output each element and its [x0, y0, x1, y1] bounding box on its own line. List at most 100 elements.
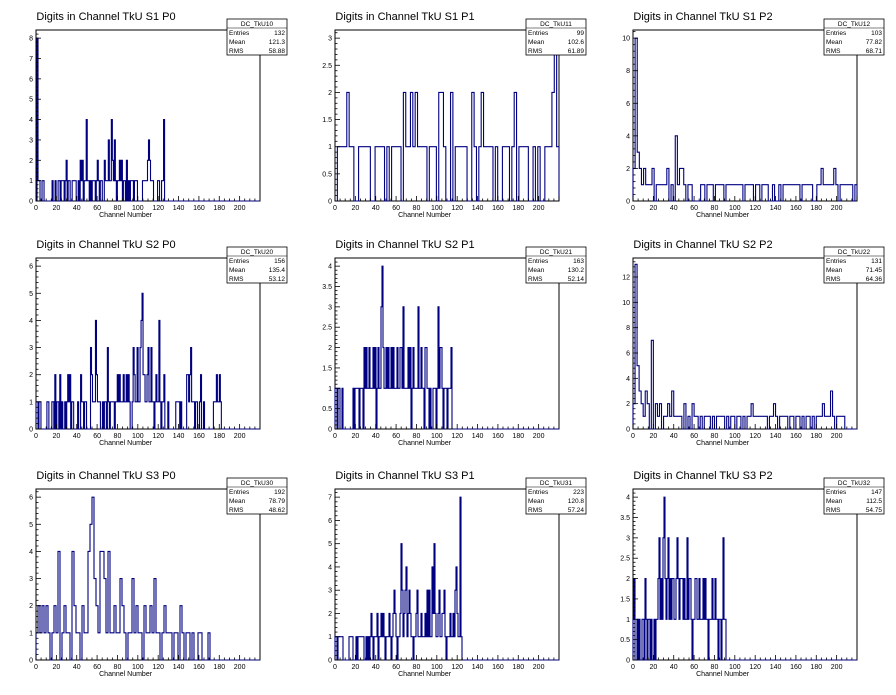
- x-tick-label: 0: [34, 664, 38, 671]
- x-tick-label: 140: [770, 205, 782, 212]
- histogram-panel: Digits in Channel TkU S1 P10 20 40 60 80 100 1…: [322, 11, 587, 219]
- histogram-panel: Digits in Channel TkU S3 P10 20 40 60 80 100 1…: [328, 470, 587, 678]
- x-tick-label: 80: [114, 664, 122, 671]
- stats-entries-label: Entries: [528, 30, 549, 37]
- y-tick-label: 5: [29, 97, 33, 104]
- stats-entries-value: 132: [274, 30, 285, 37]
- x-tick-label: 60: [690, 664, 698, 671]
- x-tick-label: 120: [749, 433, 761, 440]
- stats-rms-label: RMS: [826, 507, 841, 514]
- y-tick-label: 0: [626, 658, 630, 665]
- histogram-panel: Digits in Channel TkU S2 P10 20 40 60 80 100 1…: [322, 239, 587, 447]
- stats-mean-value: 121.3: [269, 39, 286, 46]
- x-tick-label: 160: [790, 433, 802, 440]
- y-tick-label: 0: [328, 199, 332, 206]
- y-tick-label: 3: [29, 137, 33, 144]
- y-tick-label: 0: [328, 427, 332, 434]
- y-tick-label: 2: [29, 603, 33, 610]
- stats-box: [525, 477, 587, 515]
- x-tick-label: 140: [770, 433, 782, 440]
- stats-entries-value: 156: [274, 258, 285, 265]
- stats-rms-value: 57.24: [568, 507, 585, 514]
- x-tick-label: 0: [631, 433, 635, 440]
- y-tick-label: 1: [29, 630, 33, 637]
- stats-rms-value: 48.62: [269, 507, 286, 514]
- x-tick-label: 40: [372, 664, 380, 671]
- x-tick-label: 60: [93, 205, 101, 212]
- stats-rms-value: 61.89: [568, 48, 585, 55]
- histogram-series: [35, 496, 260, 661]
- x-tick-label: 100: [431, 433, 443, 440]
- x-tick-label: 120: [749, 664, 761, 671]
- x-tick-label: 160: [790, 664, 802, 671]
- chart-title: Digits in Channel TkU S3 P2: [633, 470, 772, 482]
- y-tick-label: 0: [328, 658, 332, 665]
- x-tick-label: 60: [392, 433, 400, 440]
- histogram-series: [632, 37, 858, 202]
- y-tick-label: 0.5: [620, 637, 630, 644]
- x-axis-title: Channel Number: [696, 212, 750, 219]
- stats-rms-value: 54.75: [866, 507, 883, 514]
- histogram-series: [334, 496, 559, 661]
- x-tick-label: 0: [34, 433, 38, 440]
- stats-mean-value: 120.8: [568, 498, 585, 505]
- y-tick-label: 0.5: [322, 406, 332, 413]
- x-tick-label: 0: [631, 205, 635, 212]
- y-tick-label: 0: [29, 199, 33, 206]
- stats-box: [823, 18, 885, 56]
- y-tick-label: 0: [626, 427, 630, 434]
- y-tick-label: 8: [626, 325, 630, 332]
- stats-name: DC_TkU22: [838, 249, 871, 256]
- y-tick-label: 4: [29, 549, 33, 556]
- x-tick-label: 60: [690, 205, 698, 212]
- x-tick-label: 100: [132, 205, 144, 212]
- stats-mean-label: Mean: [528, 267, 545, 274]
- x-tick-label: 140: [472, 433, 484, 440]
- x-tick-label: 20: [52, 205, 60, 212]
- x-tick-label: 40: [73, 664, 81, 671]
- x-tick-label: 120: [152, 205, 164, 212]
- y-tick-label: 3: [626, 535, 630, 542]
- x-tick-label: 0: [333, 205, 337, 212]
- x-tick-label: 40: [372, 433, 380, 440]
- chart-title: Digits in Channel TkU S1 P1: [335, 11, 474, 23]
- x-axis-title: Channel Number: [398, 671, 452, 678]
- stats-rms-label: RMS: [528, 48, 543, 55]
- x-tick-label: 80: [114, 205, 122, 212]
- x-tick-label: 120: [451, 205, 463, 212]
- x-tick-label: 180: [810, 433, 822, 440]
- stats-entries-value: 99: [577, 30, 585, 37]
- histogram-panel: Digits in Channel TkU S3 P00 20 40 60 80 100 1…: [29, 470, 288, 678]
- y-tick-label: 2: [626, 166, 630, 173]
- y-tick-label: 4: [29, 117, 33, 124]
- y-tick-label: 8: [29, 36, 33, 43]
- chart-title: Digits in Channel TkU S1 P0: [36, 11, 175, 23]
- stats-entries-label: Entries: [826, 30, 847, 37]
- stats-rms-label: RMS: [229, 48, 244, 55]
- x-tick-label: 200: [533, 205, 545, 212]
- y-tick-label: 3: [29, 576, 33, 583]
- x-tick-label: 60: [392, 664, 400, 671]
- stats-entries-label: Entries: [229, 258, 250, 265]
- stats-name: DC_TkU10: [241, 21, 274, 28]
- x-tick-label: 20: [351, 205, 359, 212]
- stats-entries-value: 147: [871, 489, 882, 496]
- stats-box: [823, 477, 885, 515]
- y-tick-label: 5: [29, 522, 33, 529]
- histogram-panel: Digits in Channel TkU S3 P20 20 40 60 80 100 1…: [620, 470, 885, 678]
- stats-rms-value: 68.71: [866, 48, 883, 55]
- x-tick-label: 80: [413, 205, 421, 212]
- chart-title: Digits in Channel TkU S3 P1: [335, 470, 474, 482]
- histogram-series: [335, 37, 560, 202]
- y-tick-label: 2.5: [322, 63, 332, 70]
- x-tick-label: 100: [132, 664, 144, 671]
- x-tick-label: 80: [711, 433, 719, 440]
- plot-frame: [35, 257, 261, 430]
- x-tick-label: 60: [690, 433, 698, 440]
- x-tick-label: 120: [152, 664, 164, 671]
- stats-rms-value: 53.12: [269, 276, 286, 283]
- y-tick-label: 1.5: [322, 365, 332, 372]
- stats-name: DC_TkU32: [838, 480, 871, 487]
- x-tick-label: 180: [810, 205, 822, 212]
